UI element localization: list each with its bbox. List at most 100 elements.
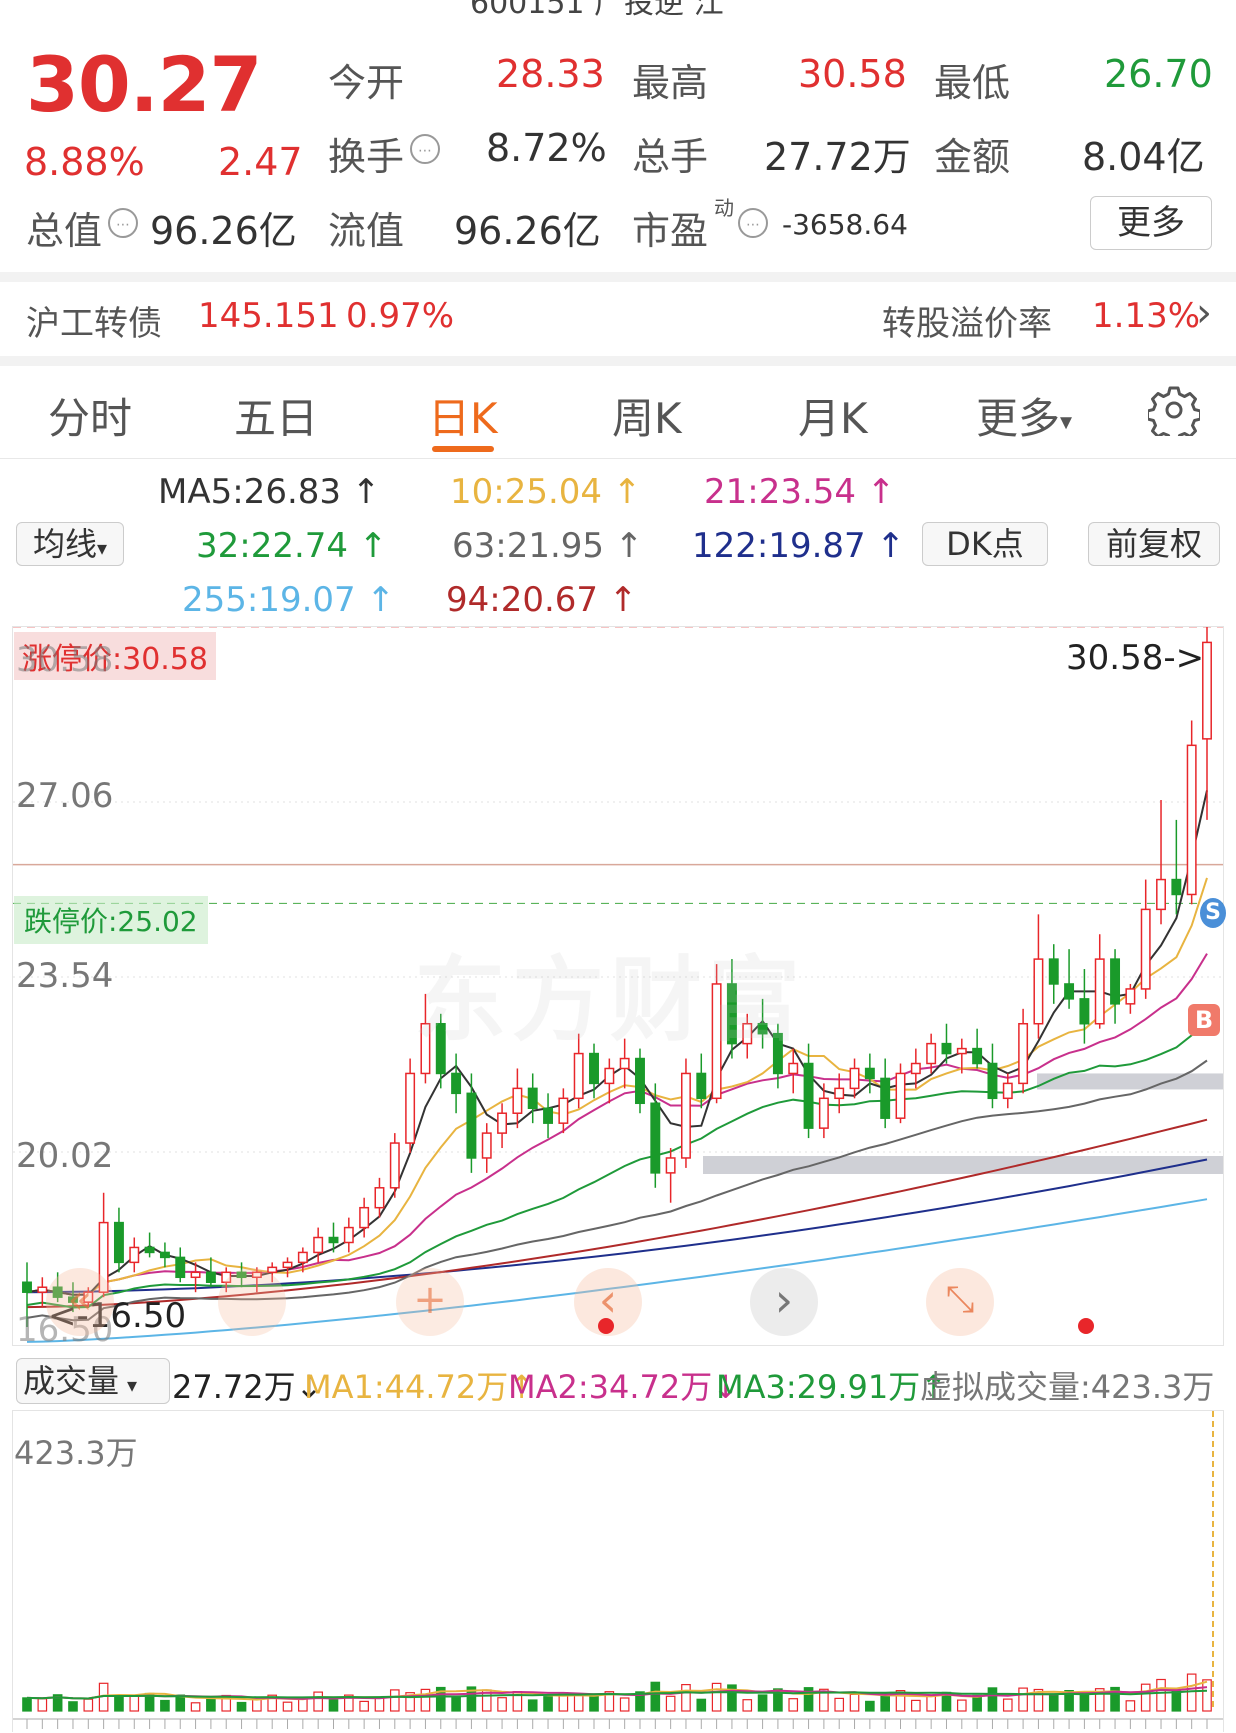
- min-price-tag: <-16.50: [48, 1296, 186, 1336]
- candle-body-36: [573, 1052, 584, 1100]
- ma21-arrow: ↑: [866, 472, 896, 512]
- low-value: 26.70: [1104, 52, 1213, 96]
- band-lower: [703, 1156, 1223, 1174]
- volume-bar-11: [190, 1702, 201, 1712]
- candle-body-33: [527, 1087, 538, 1110]
- volume-bar-40: [635, 1691, 645, 1712]
- candle-body-34: [543, 1107, 554, 1124]
- tab-more-label: 更多: [976, 394, 1061, 443]
- volume-bar-76: [1186, 1673, 1197, 1712]
- volume-indicator-selector[interactable]: 成交量 ▾: [16, 1358, 170, 1404]
- candle-body-57: [895, 1072, 906, 1119]
- volume-bar-44: [696, 1698, 707, 1712]
- nav-next-button[interactable]: ›: [750, 1268, 818, 1336]
- candle-body-31: [497, 1112, 508, 1134]
- candle-body-0: [22, 1281, 32, 1293]
- turnover-info-icon[interactable]: ⋯: [410, 134, 440, 164]
- chevron-down-icon: ▾: [127, 1373, 138, 1397]
- min-price-value: 16.50: [88, 1296, 187, 1336]
- candle-body-14: [236, 1271, 247, 1279]
- tab-monthly-k[interactable]: 月K: [798, 394, 868, 443]
- candle-body-32: [512, 1087, 523, 1114]
- tab-intraday[interactable]: 分时: [48, 394, 133, 443]
- mktcap-info-icon[interactable]: ⋯: [108, 208, 138, 238]
- volume-bar-51: [803, 1687, 814, 1712]
- candle-body-44: [696, 1072, 707, 1100]
- gear-icon[interactable]: [1148, 384, 1200, 436]
- ma255-text: 255:19.07: [182, 580, 356, 620]
- candle-body-58: [910, 1062, 921, 1075]
- candle-body-13: [221, 1271, 232, 1284]
- volume-bar-53: [834, 1697, 845, 1712]
- bond-name[interactable]: 沪工转债: [26, 304, 162, 344]
- dk-point-button[interactable]: DK点: [922, 522, 1048, 566]
- candle-body-9: [159, 1251, 170, 1259]
- bond-chevron-icon[interactable]: ›: [1196, 290, 1212, 336]
- ma94-arrow: ↑: [608, 580, 638, 620]
- ma5-arrow: ↑: [351, 472, 381, 512]
- candle-body-8: [144, 1246, 155, 1254]
- volume-ma3: MA3:29.91万↑: [716, 1368, 948, 1406]
- signal-b-badge[interactable]: B: [1188, 1004, 1220, 1036]
- nav-expand-button[interactable]: ⤡: [926, 1268, 994, 1336]
- candle-body-4: [83, 1291, 94, 1303]
- change-pct: 8.88%: [24, 140, 145, 184]
- more-quote-button[interactable]: 更多: [1090, 196, 1212, 250]
- amount-label: 金额: [934, 135, 1011, 179]
- expand-icon: ⤡: [945, 1279, 975, 1320]
- adjust-forward-button[interactable]: 前复权: [1088, 522, 1220, 566]
- volume-bar-68: [1064, 1690, 1074, 1712]
- volume-bar-41: [650, 1681, 661, 1712]
- candle-body-15: [251, 1271, 262, 1279]
- volume-ma1: MA1:44.72万↑: [304, 1368, 536, 1406]
- volume-bar-20: [328, 1699, 339, 1712]
- tab-daily-k[interactable]: 日K: [428, 394, 498, 443]
- max-price-tag: 30.58->: [1066, 638, 1205, 678]
- kline-chart[interactable]: [12, 626, 1224, 1346]
- pe-info-icon[interactable]: ⋯: [738, 208, 768, 238]
- volume-current: 27.72万↓: [172, 1368, 323, 1406]
- turnover-label: 换手: [328, 135, 405, 179]
- ma94-value: 94:20.67 ↑: [446, 580, 637, 620]
- tab-more[interactable]: 更多▾: [976, 385, 1072, 446]
- volume-bar-25: [405, 1692, 415, 1712]
- ma-type-selector[interactable]: 均线▾: [16, 522, 124, 566]
- open-value: 28.33: [496, 52, 605, 96]
- volume-bar-70: [1094, 1688, 1105, 1712]
- candle-body-72: [1125, 988, 1136, 1005]
- nav-zoom-in-button[interactable]: +: [396, 1268, 464, 1336]
- tab-weekly-k[interactable]: 周K: [612, 394, 682, 443]
- candle-body-43: [680, 1072, 691, 1159]
- min-axis-label: 16.50: [16, 1310, 114, 1350]
- candle-body-25: [405, 1072, 416, 1144]
- volume-bar-71: [1110, 1686, 1120, 1712]
- nav-zoom-out-button[interactable]: [218, 1268, 286, 1336]
- volume-chart[interactable]: [12, 1410, 1224, 1732]
- candle-body-74: [1156, 878, 1166, 911]
- volume-value: 27.72万: [764, 135, 911, 179]
- volume-bar-67: [1048, 1694, 1059, 1712]
- ma122-text: 122:19.87: [692, 526, 866, 566]
- candle-body-5: [98, 1221, 109, 1293]
- candle-body-42: [665, 1157, 676, 1174]
- volume-bar-50: [788, 1698, 799, 1712]
- nav-prev-fast-button[interactable]: «: [46, 1268, 114, 1336]
- candle-body-24: [389, 1142, 400, 1189]
- candle-body-64: [1002, 1082, 1013, 1100]
- candle-body-20: [328, 1236, 339, 1244]
- volume-bar-27: [435, 1686, 446, 1712]
- ma63-text: 63:21.95: [452, 526, 605, 566]
- signal-s-badge[interactable]: S: [1200, 898, 1226, 928]
- volume-bar-10: [175, 1694, 186, 1712]
- turnover-value: 8.72%: [486, 126, 607, 170]
- candle-body-40: [635, 1057, 645, 1105]
- axis-label-23: 23.54: [16, 956, 114, 996]
- volume-bar-31: [497, 1697, 507, 1712]
- candle-body-77: [1202, 641, 1212, 740]
- candle-body-50: [788, 1062, 799, 1075]
- ma63-arrow: ↑: [614, 526, 644, 566]
- pe-label: 市盈: [632, 209, 709, 253]
- candle-body-71: [1110, 958, 1121, 1005]
- tab-five-day[interactable]: 五日: [234, 394, 319, 443]
- volume-bar-14: [236, 1701, 247, 1712]
